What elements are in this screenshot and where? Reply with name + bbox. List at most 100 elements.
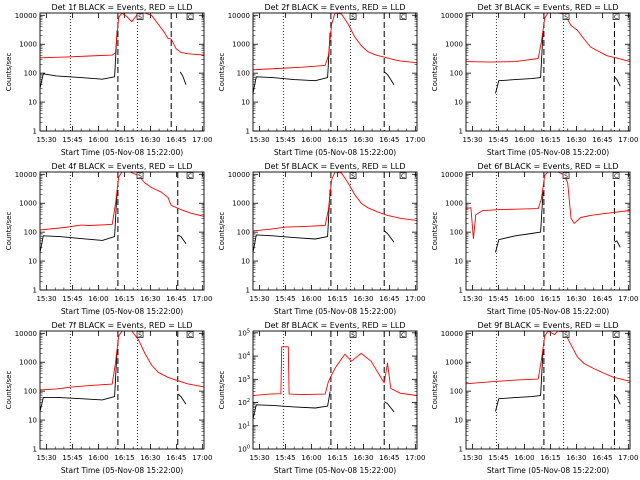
plot-frame — [465, 171, 631, 291]
x-tick-label: 17:00 — [405, 136, 425, 144]
y-tick-label: 102 — [238, 398, 250, 407]
events-series-line — [253, 32, 331, 94]
y-tick-label: 100 — [450, 229, 463, 237]
plot-frame — [465, 330, 631, 450]
marker-c-label: C — [188, 14, 192, 21]
marker-s-box — [562, 172, 570, 179]
x-tick-label: 16:30 — [140, 136, 160, 144]
x-tick-label: 16:45 — [166, 295, 186, 303]
x-tick-label: 17:00 — [618, 454, 638, 462]
marker-c-label: C — [614, 332, 618, 339]
x-tick-label: 15:45 — [275, 295, 295, 303]
events-series-line — [495, 31, 544, 94]
events-series-line — [40, 349, 118, 412]
chart-panel-3: Det 3f BLACK = Events, RED = LLD Counts/s… — [431, 3, 638, 157]
y-tick-label: 1000 — [232, 41, 250, 49]
x-axis-label: Start Time (05-Nov-08 15:22:00) — [274, 148, 396, 157]
x-tick-label: 15:45 — [62, 136, 82, 144]
marker-s-box — [349, 331, 357, 338]
x-tick-label: 16:30 — [566, 295, 586, 303]
x-axis-label: Start Time (05-Nov-08 15:22:00) — [487, 466, 609, 475]
x-tick-label: 15:45 — [275, 136, 295, 144]
y-tick-label: 1000 — [445, 41, 463, 49]
y-tick-label: 1 — [246, 128, 250, 136]
x-tick-label: 15:30 — [462, 295, 482, 303]
y-tick-label: 100 — [450, 70, 463, 78]
y-tick-label: 1 — [459, 128, 463, 136]
x-tick-label: 16:45 — [379, 454, 399, 462]
x-axis-label: Start Time (05-Nov-08 15:22:00) — [61, 148, 183, 157]
x-tick-label: 16:15 — [327, 295, 347, 303]
x-tick-label: 16:45 — [592, 295, 612, 303]
x-tick-label: 16:30 — [140, 295, 160, 303]
y-axis-label: Counts/sec — [5, 212, 13, 251]
x-tick-label: 17:00 — [192, 136, 212, 144]
x-tick-label: 17:00 — [405, 295, 425, 303]
y-tick-label: 1 — [246, 287, 250, 295]
events-series-line — [253, 391, 331, 419]
chart-panel-1: Det 1f BLACK = Events, RED = LLD Counts/s… — [5, 3, 212, 157]
x-tick-label: 15:45 — [62, 454, 82, 462]
x-tick-label: 16:30 — [353, 295, 373, 303]
x-tick-label: 16:45 — [379, 295, 399, 303]
x-axis-label: Start Time (05-Nov-08 15:22:00) — [61, 307, 183, 316]
plot-frame — [252, 12, 418, 132]
y-tick-label: 104 — [238, 352, 250, 361]
chart-title: Det 8f BLACK = Events, RED = LLD — [264, 321, 405, 330]
events-series-line — [253, 189, 331, 253]
y-tick-label: 1 — [33, 446, 37, 454]
y-axis-label: Counts/sec — [218, 371, 226, 410]
chart-title: Det 4f BLACK = Events, RED = LLD — [51, 162, 192, 171]
x-tick-label: 16:15 — [540, 136, 560, 144]
marker-c-box — [612, 172, 620, 179]
y-tick-label: 10 — [28, 99, 37, 107]
x-axis-label: Start Time (05-Nov-08 15:22:00) — [274, 466, 396, 475]
y-axis-label: Counts/sec — [431, 212, 439, 251]
marker-s-box — [349, 13, 357, 20]
events-series-line — [614, 394, 621, 405]
marker-c-box — [399, 331, 407, 338]
plot-frame — [252, 171, 418, 291]
x-tick-label: 16:00 — [301, 295, 321, 303]
marker-s-box — [136, 13, 144, 20]
events-series-line — [40, 30, 118, 89]
y-tick-label: 10 — [454, 417, 463, 425]
plot-frame — [465, 12, 631, 132]
y-tick-label: 10000 — [441, 330, 463, 338]
x-tick-label: 16:00 — [514, 295, 534, 303]
y-tick-label: 10 — [241, 258, 250, 266]
y-tick-label: 1 — [33, 128, 37, 136]
marker-s-box — [562, 13, 570, 20]
chart-panel-7: Det 7f BLACK = Events, RED = LLD Counts/s… — [5, 321, 212, 475]
plot-frame — [39, 12, 205, 132]
x-tick-label: 16:30 — [140, 454, 160, 462]
lld-series-line — [253, 13, 417, 71]
y-tick-label: 10 — [454, 258, 463, 266]
chart-title: Det 7f BLACK = Events, RED = LLD — [51, 321, 192, 330]
x-tick-label: 16:30 — [353, 454, 373, 462]
events-series-line — [495, 349, 544, 412]
lld-series-line — [40, 13, 204, 59]
marker-c-label: C — [401, 332, 405, 339]
x-tick-label: 16:15 — [540, 454, 560, 462]
x-tick-label: 16:45 — [379, 136, 399, 144]
marker-c-box — [186, 172, 194, 179]
lld-series-line — [466, 331, 630, 385]
marker-s-label: S — [138, 332, 142, 339]
marker-s-label: S — [351, 173, 355, 180]
chart-title: Det 6f BLACK = Events, RED = LLD — [477, 162, 618, 171]
x-tick-label: 17:00 — [618, 136, 638, 144]
events-series-line — [383, 230, 395, 243]
x-tick-label: 16:30 — [353, 136, 373, 144]
y-axis-label: Counts/sec — [218, 212, 226, 251]
lld-series-line — [466, 13, 630, 63]
x-tick-label: 16:15 — [114, 295, 134, 303]
x-tick-label: 15:45 — [488, 454, 508, 462]
marker-s-label: S — [564, 14, 568, 21]
x-tick-label: 15:30 — [249, 136, 269, 144]
y-tick-label: 1000 — [19, 41, 37, 49]
x-tick-label: 15:45 — [275, 454, 295, 462]
marker-c-label: C — [401, 173, 405, 180]
events-series-line — [495, 191, 544, 253]
chart-title: Det 1f BLACK = Events, RED = LLD — [51, 3, 192, 12]
